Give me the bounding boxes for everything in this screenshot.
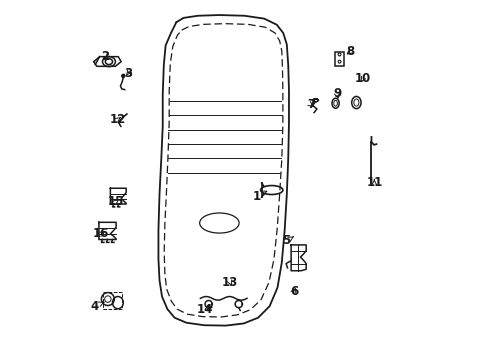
Text: 4: 4 xyxy=(90,300,104,313)
Text: 2: 2 xyxy=(101,50,109,63)
Text: 7: 7 xyxy=(306,98,314,111)
Text: 5: 5 xyxy=(282,234,293,247)
Text: 3: 3 xyxy=(123,67,132,80)
Bar xyxy=(335,52,343,66)
Text: 14: 14 xyxy=(197,303,213,316)
Text: 6: 6 xyxy=(289,285,298,298)
Text: 10: 10 xyxy=(354,72,370,85)
Text: 1: 1 xyxy=(252,190,266,203)
Text: 15: 15 xyxy=(108,195,124,208)
Text: 8: 8 xyxy=(346,45,354,58)
Text: 16: 16 xyxy=(93,227,109,240)
Text: 13: 13 xyxy=(222,276,238,289)
Text: 9: 9 xyxy=(332,87,341,100)
Text: 12: 12 xyxy=(110,113,126,126)
Text: 11: 11 xyxy=(366,176,382,189)
